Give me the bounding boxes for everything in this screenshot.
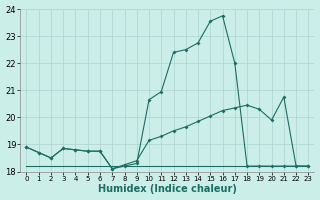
X-axis label: Humidex (Indice chaleur): Humidex (Indice chaleur) (98, 184, 237, 194)
